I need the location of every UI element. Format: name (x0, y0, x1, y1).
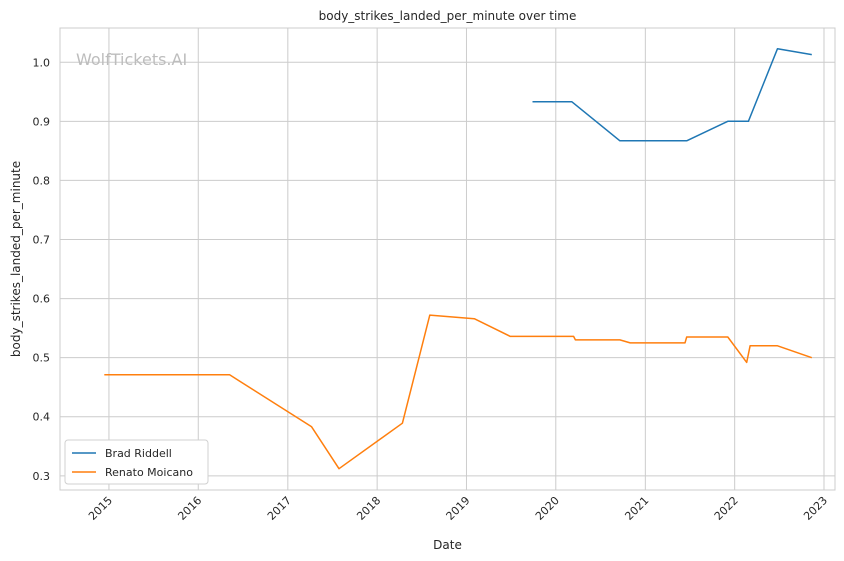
plot-background (60, 28, 835, 490)
x-tick-label: 2017 (265, 494, 294, 523)
legend: Brad Riddell Renato Moicano (64, 439, 209, 485)
series-line-renato-moicano (104, 314, 813, 470)
watermark: WolfTickets.AI (76, 50, 187, 69)
y-tick-label: 1.0 (33, 56, 51, 69)
x-tick-label: 2022 (712, 494, 741, 523)
x-axis-label: Date (433, 538, 462, 552)
x-tick-label: 2018 (354, 494, 383, 523)
plot-frame (59, 27, 836, 491)
series-group (104, 47, 813, 470)
x-tick-label: 2016 (175, 494, 204, 523)
y-tick-labels: 0.3 0.4 0.5 0.6 0.7 0.8 0.9 1.0 (33, 56, 51, 483)
legend-label-renato-moicano: Renato Moicano (105, 466, 193, 479)
y-tick-label: 0.8 (33, 174, 51, 187)
x-tick-label: 2023 (801, 494, 830, 523)
x-tick-label: 2019 (444, 494, 473, 523)
grid (60, 28, 835, 490)
y-tick-label: 0.7 (33, 234, 51, 247)
legend-label-brad-riddell: Brad Riddell (105, 447, 172, 460)
chart-title: body_strikes_landed_per_minute over time (319, 9, 577, 23)
x-tick-label: 2021 (622, 494, 651, 523)
y-tick-label: 0.4 (33, 411, 51, 424)
legend-box (64, 439, 209, 485)
x-tick-label: 2020 (533, 494, 562, 523)
y-tick-label: 0.6 (33, 293, 51, 306)
x-tick-labels: 2015 2016 2017 2018 2019 2020 2021 2022 2023 (86, 494, 830, 523)
y-tick-label: 0.9 (33, 115, 51, 128)
y-axis-label: body_strikes_landed_per_minute (9, 161, 23, 357)
x-tick-label: 2015 (86, 494, 115, 523)
series-line-brad-riddell (532, 47, 812, 142)
y-tick-label: 0.3 (33, 470, 51, 483)
y-tick-label: 0.5 (33, 352, 51, 365)
